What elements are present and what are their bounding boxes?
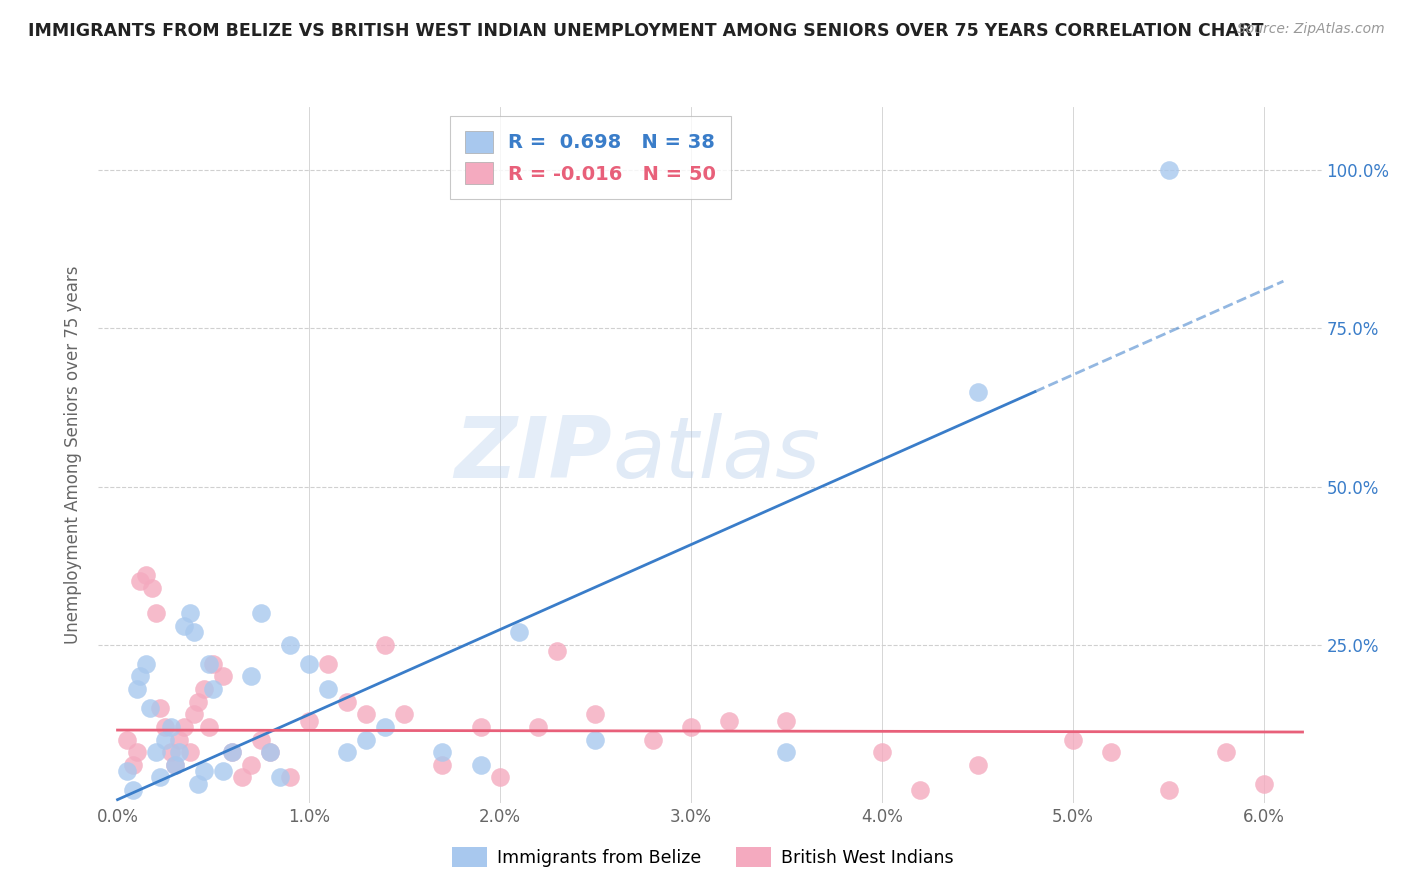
- Point: [374, 720, 396, 734]
- Point: [298, 657, 321, 671]
- Point: [775, 714, 797, 728]
- Point: [1099, 745, 1122, 759]
- Point: [179, 745, 201, 759]
- Point: [432, 757, 454, 772]
- Point: [336, 745, 359, 759]
- Point: [316, 681, 339, 696]
- Point: [135, 568, 157, 582]
- Point: [179, 606, 201, 620]
- Point: [193, 764, 215, 779]
- Point: [135, 657, 157, 671]
- Point: [121, 783, 143, 797]
- Point: [240, 757, 263, 772]
- Point: [155, 732, 177, 747]
- Point: [966, 384, 988, 399]
- Point: [583, 707, 606, 722]
- Text: atlas: atlas: [612, 413, 820, 497]
- Point: [202, 681, 225, 696]
- Point: [167, 732, 190, 747]
- Point: [198, 720, 221, 734]
- Point: [250, 606, 273, 620]
- Point: [221, 745, 243, 759]
- Point: [173, 618, 195, 632]
- Point: [231, 771, 253, 785]
- Point: [125, 745, 148, 759]
- Text: ZIP: ZIP: [454, 413, 612, 497]
- Point: [259, 745, 281, 759]
- Point: [155, 720, 177, 734]
- Point: [775, 745, 797, 759]
- Text: IMMIGRANTS FROM BELIZE VS BRITISH WEST INDIAN UNEMPLOYMENT AMONG SENIORS OVER 75: IMMIGRANTS FROM BELIZE VS BRITISH WEST I…: [28, 22, 1264, 40]
- Point: [202, 657, 225, 671]
- Point: [432, 745, 454, 759]
- Point: [145, 745, 167, 759]
- Point: [139, 701, 162, 715]
- Point: [336, 695, 359, 709]
- Point: [488, 771, 510, 785]
- Point: [149, 771, 172, 785]
- Point: [470, 720, 492, 734]
- Point: [141, 581, 163, 595]
- Legend: Immigrants from Belize, British West Indians: Immigrants from Belize, British West Ind…: [446, 840, 960, 874]
- Point: [679, 720, 702, 734]
- Point: [173, 720, 195, 734]
- Point: [183, 625, 205, 640]
- Point: [718, 714, 741, 728]
- Point: [145, 606, 167, 620]
- Point: [163, 757, 186, 772]
- Y-axis label: Unemployment Among Seniors over 75 years: Unemployment Among Seniors over 75 years: [65, 266, 83, 644]
- Point: [221, 745, 243, 759]
- Point: [250, 732, 273, 747]
- Point: [211, 669, 233, 683]
- Point: [870, 745, 893, 759]
- Point: [121, 757, 143, 772]
- Point: [1253, 777, 1275, 791]
- Point: [278, 771, 301, 785]
- Text: Source: ZipAtlas.com: Source: ZipAtlas.com: [1237, 22, 1385, 37]
- Point: [1062, 732, 1084, 747]
- Point: [392, 707, 416, 722]
- Point: [187, 777, 209, 791]
- Point: [149, 701, 172, 715]
- Point: [187, 695, 209, 709]
- Point: [183, 707, 205, 722]
- Point: [316, 657, 339, 671]
- Point: [125, 681, 148, 696]
- Point: [211, 764, 233, 779]
- Point: [354, 707, 377, 722]
- Point: [583, 732, 606, 747]
- Point: [115, 764, 138, 779]
- Point: [470, 757, 492, 772]
- Point: [1215, 745, 1237, 759]
- Point: [259, 745, 281, 759]
- Point: [129, 574, 152, 589]
- Point: [167, 745, 190, 759]
- Legend: R =  0.698   N = 38, R = -0.016   N = 50: R = 0.698 N = 38, R = -0.016 N = 50: [450, 117, 731, 199]
- Point: [527, 720, 550, 734]
- Point: [115, 732, 138, 747]
- Point: [966, 757, 988, 772]
- Point: [910, 783, 932, 797]
- Point: [1157, 783, 1180, 797]
- Point: [354, 732, 377, 747]
- Point: [641, 732, 664, 747]
- Point: [269, 771, 291, 785]
- Point: [278, 638, 301, 652]
- Point: [298, 714, 321, 728]
- Point: [240, 669, 263, 683]
- Point: [374, 638, 396, 652]
- Point: [163, 757, 186, 772]
- Point: [508, 625, 530, 640]
- Point: [193, 681, 215, 696]
- Point: [198, 657, 221, 671]
- Point: [1157, 163, 1180, 178]
- Point: [160, 745, 183, 759]
- Point: [546, 644, 568, 658]
- Point: [129, 669, 152, 683]
- Point: [160, 720, 183, 734]
